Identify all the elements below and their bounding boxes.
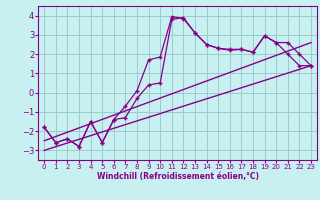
X-axis label: Windchill (Refroidissement éolien,°C): Windchill (Refroidissement éolien,°C) [97,172,259,181]
